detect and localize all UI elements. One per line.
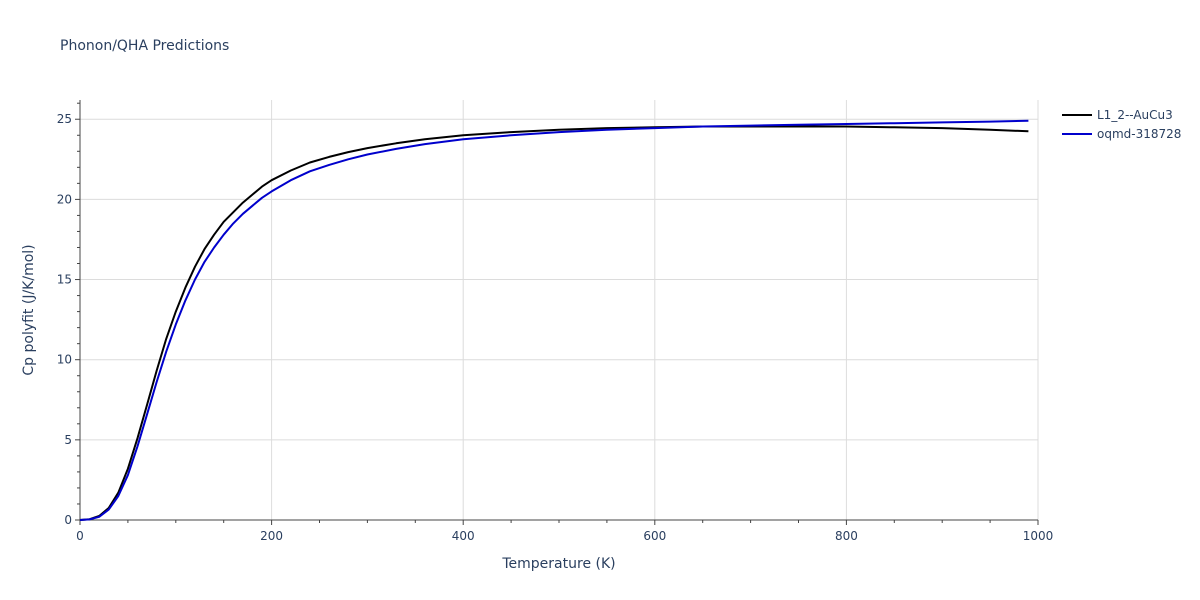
grid-layer (80, 100, 1039, 520)
series-line-1 (79, 125, 1029, 521)
chart-title: Phonon/QHA Predictions (60, 38, 229, 54)
y-axis-title: Cp polyfit (J/K/mol) (21, 244, 37, 375)
x-tick-label: 600 (643, 529, 666, 543)
legend[interactable]: L1_2--AuCu3 oqmd-318728 (1062, 108, 1181, 141)
series-layer (79, 119, 1029, 521)
x-tick-label: 0 (76, 529, 84, 543)
y-tick-label: 20 (57, 192, 72, 206)
x-tick-label: 400 (452, 529, 475, 543)
x-tick-label: 200 (260, 529, 283, 543)
legend-label: oqmd-318728 (1097, 127, 1181, 141)
y-tick-label: 0 (64, 513, 72, 527)
legend-item-1[interactable]: L1_2--AuCu3 (1062, 108, 1173, 122)
x-tick-label: 1000 (1023, 529, 1054, 543)
x-axis-title: Temperature (K) (501, 556, 615, 572)
y-tick-label: 25 (57, 112, 72, 126)
legend-item-2[interactable]: oqmd-318728 (1062, 127, 1181, 141)
axis-layer: 0 200 400 600 800 1000 0 5 10 15 20 25 (57, 100, 1054, 543)
x-tick-label: 800 (835, 529, 858, 543)
series-line-2 (79, 119, 1029, 521)
legend-label: L1_2--AuCu3 (1097, 108, 1173, 122)
y-tick-label: 15 (57, 273, 72, 287)
y-tick-label: 5 (64, 433, 72, 447)
y-tick-label: 10 (57, 353, 72, 367)
